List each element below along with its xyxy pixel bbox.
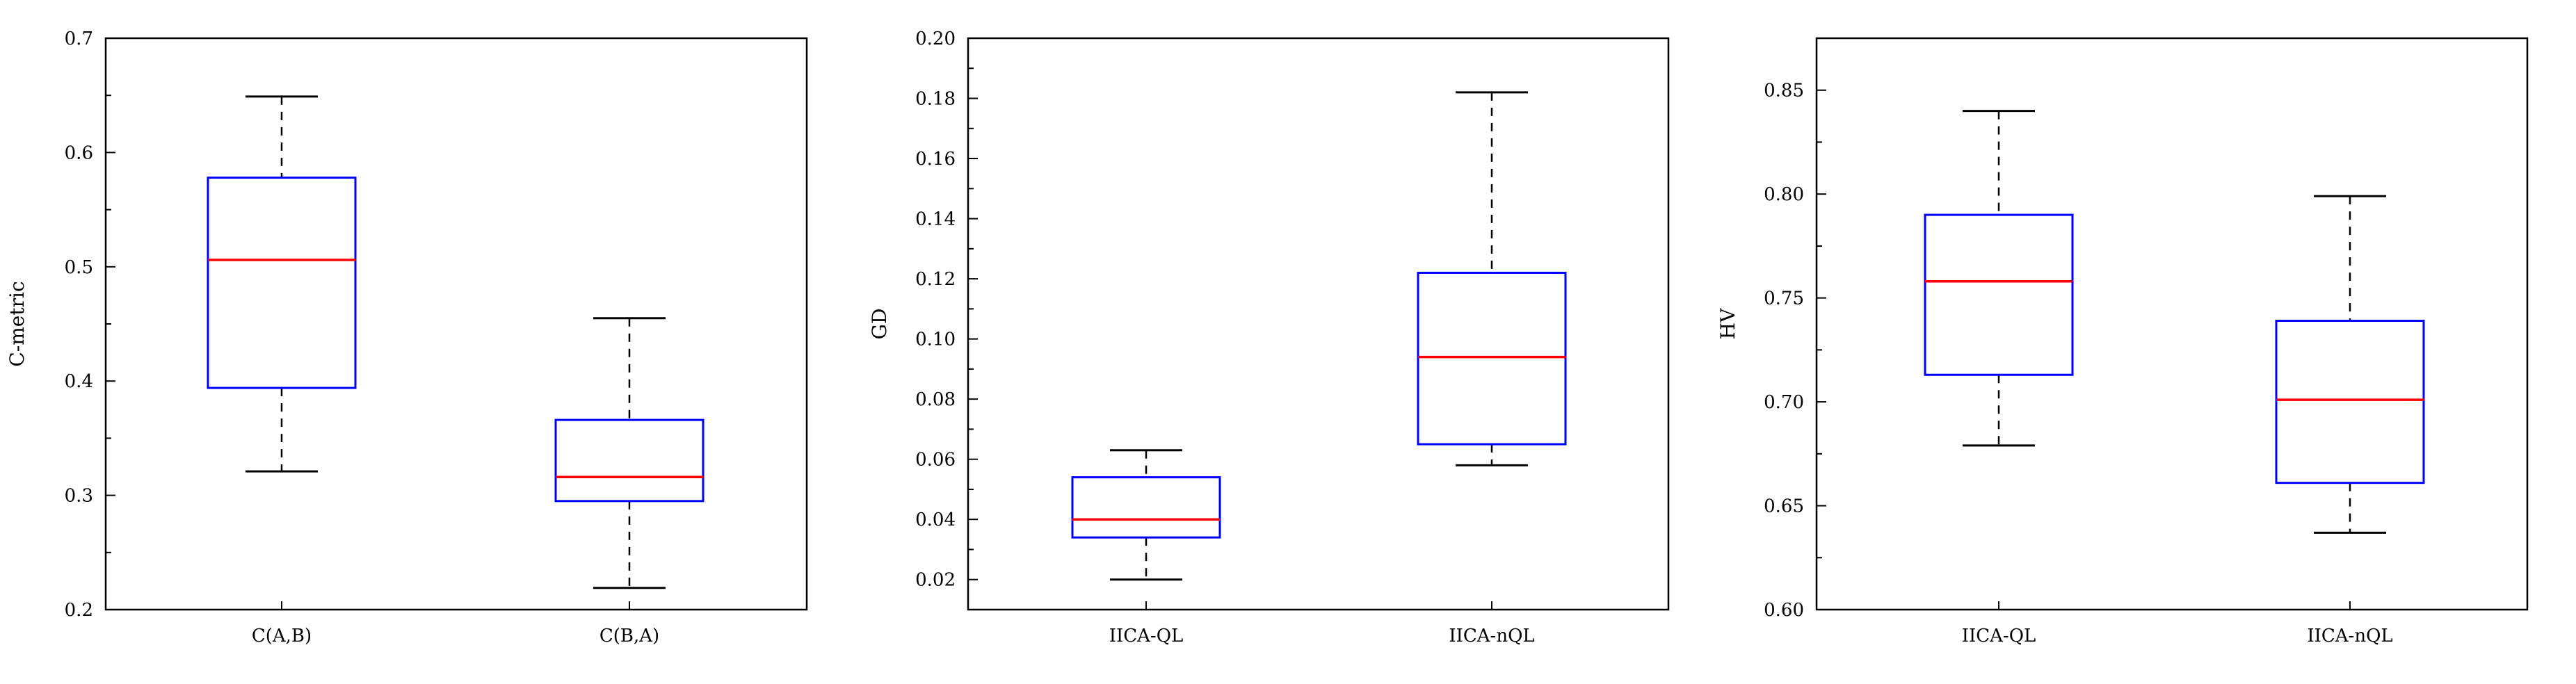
y-tick-label: 0.06 [915,450,956,471]
y-tick-label: 0.75 [1764,288,1804,309]
x-tick-label: C(B,A) [599,626,659,646]
y-axis-title: GD [868,309,891,340]
y-tick-label: 0.12 [915,269,956,290]
plot-frame [1815,37,2529,611]
y-tick-label: 0.16 [915,149,956,170]
y-tick-label: 0.02 [915,570,956,591]
y-tick-label: 0.65 [1764,496,1804,517]
y-tick-label: 0.70 [1764,392,1804,413]
chart-panel-gd: 0.02 0.04 0.06 0.08 0.10 0.12 0.14 0.16 0.18 0.20… [868,28,1670,646]
y-tick-label: 0.08 [915,389,956,410]
y-tick-label: 0.14 [915,209,956,230]
y-tick-label: 0.60 [1764,600,1804,621]
plot-frame [104,37,808,611]
iqr-box [1417,271,1567,446]
y-axis-title: C-metric [6,281,29,366]
y-tick-label: 0.4 [65,371,93,392]
iqr-box [1071,476,1221,539]
iqr-box [2275,320,2425,484]
plot-frame [967,37,1670,611]
x-tick-label: IICA-nQL [2307,626,2392,646]
x-tick-label: IICA-nQL [1449,626,1534,646]
y-tick-label: 0.20 [915,28,956,49]
y-tick-label: 0.18 [915,89,956,110]
y-tick-label: 0.3 [65,486,93,507]
iqr-box [207,177,357,389]
y-tick-label: 0.2 [65,600,93,621]
y-tick-label: 0.04 [915,510,956,530]
iqr-box [1924,213,2074,376]
y-tick-label: 0.10 [915,329,956,350]
y-tick-label: 0.85 [1764,81,1804,101]
x-tick-label: C(A,B) [252,626,312,646]
y-tick-label: 0.7 [65,28,93,49]
y-tick-label: 0.80 [1764,184,1804,205]
y-axis-title: HV [1716,308,1739,339]
chart-panel-c-metric: 0.2 0.3 0.4 0.5 0.6 0.7 C-metric C(A,B) C(B,A) [6,28,808,646]
x-tick-label: IICA-QL [1109,626,1184,646]
chart-panel-hv: 0.60 0.65 0.70 0.75 0.80 0.85 HV IICA-QL IICA-nQ… [1716,37,2529,646]
y-tick-label: 0.5 [65,257,93,278]
iqr-box [554,418,705,503]
y-tick-label: 0.6 [65,142,93,163]
x-tick-label: IICA-QL [1962,626,2036,646]
